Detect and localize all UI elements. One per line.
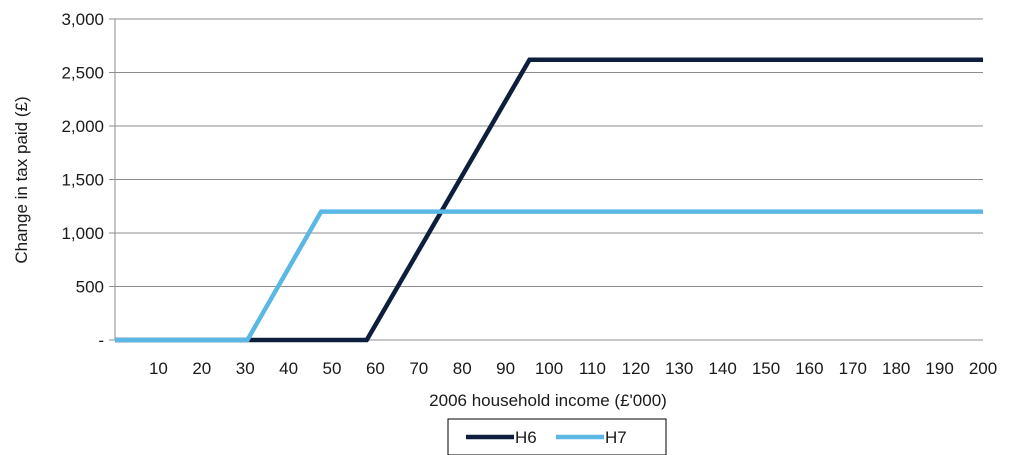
legend-label-h7: H7	[605, 428, 627, 447]
x-tick-label: 190	[925, 359, 953, 378]
x-tick-label: 60	[366, 359, 385, 378]
x-tick-label: 150	[752, 359, 780, 378]
x-tick-label: 110	[579, 359, 606, 378]
x-tick-label: 140	[708, 359, 736, 378]
y-axis-tick-labels: - 500 1,000 1,500 2,000 2,500 3,000	[61, 10, 104, 350]
y-tick-label: 500	[76, 278, 104, 297]
legend-label-h6: H6	[515, 428, 537, 447]
x-tick-label: 100	[535, 359, 563, 378]
gridlines	[115, 18, 983, 287]
x-tick-label: 50	[323, 359, 342, 378]
y-tick-label: 2,000	[61, 117, 104, 136]
x-tick-label: 160	[795, 359, 823, 378]
series-line-h6	[115, 57, 983, 343]
x-tick-label: 20	[192, 359, 211, 378]
x-tick-label: 180	[882, 359, 910, 378]
y-tick-label: 3,000	[61, 10, 104, 29]
y-tick-label: 1,500	[61, 171, 104, 190]
x-axis-title: 2006 household income (£'000)	[429, 391, 667, 410]
x-tick-label: 80	[453, 359, 472, 378]
legend: H6 H7	[447, 418, 667, 455]
x-tick-label: 70	[409, 359, 428, 378]
x-tick-label: 40	[279, 359, 298, 378]
x-tick-label: 170	[839, 359, 867, 378]
y-tick-label: 2,500	[61, 64, 104, 83]
x-tick-label: 130	[665, 359, 693, 378]
x-tick-label: 200	[969, 359, 997, 378]
x-tick-label: 120	[622, 359, 650, 378]
x-tick-label: 90	[496, 359, 515, 378]
x-tick-label: 10	[149, 359, 168, 378]
y-tick-label: 1,000	[61, 224, 104, 243]
x-tick-label: 30	[236, 359, 255, 378]
y-tick-label: -	[98, 331, 104, 350]
series-line-h7	[115, 209, 983, 343]
y-axis-title: Change in tax paid (£)	[12, 96, 31, 263]
x-axis-tick-labels: 10 20 30 40 50 60 70 80 90 100 110 120 130 140 150 160 1…	[149, 359, 997, 378]
series-lines	[115, 57, 983, 343]
